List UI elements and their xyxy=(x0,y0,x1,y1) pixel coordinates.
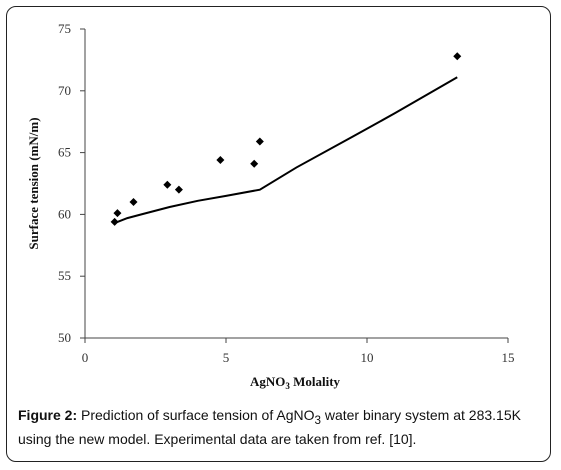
x-axis-title-suffix: Molality xyxy=(290,374,341,389)
x-tick-label: 5 xyxy=(223,350,230,365)
chart-axes xyxy=(80,28,509,343)
data-point xyxy=(216,156,225,165)
data-point xyxy=(174,185,183,194)
data-point xyxy=(110,217,119,226)
data-point xyxy=(255,137,264,146)
figure-caption: Figure 2: Prediction of surface tension … xyxy=(18,406,543,449)
model-line-layer xyxy=(114,76,458,224)
x-tick-label: 0 xyxy=(82,350,89,365)
y-tick-label: 75 xyxy=(58,21,71,36)
data-point xyxy=(129,198,138,207)
y-tick-label: 55 xyxy=(58,268,71,283)
x-axis-title-subscript: 3 xyxy=(285,381,290,391)
data-points-layer xyxy=(110,52,462,226)
figure-frame xyxy=(6,6,551,462)
x-tick-label: 15 xyxy=(502,350,515,365)
x-tick-label: 10 xyxy=(361,350,374,365)
figure-label: Figure 2: xyxy=(18,407,78,423)
caption-subscript: 3 xyxy=(314,413,321,427)
caption-text-2: water binary system at 283.15K using the… xyxy=(18,407,521,447)
data-point xyxy=(250,159,259,168)
y-tick-label: 50 xyxy=(58,330,71,345)
y-axis-title: Surface tension (mN/m) xyxy=(26,117,41,249)
chart: 50 55 60 65 70 75 0 5 10 15 Surface tension (mN/… xyxy=(26,21,515,391)
y-tick-label: 65 xyxy=(58,145,71,160)
y-tick-label: 70 xyxy=(58,83,71,98)
data-point xyxy=(453,52,462,61)
y-tick-label: 60 xyxy=(58,206,71,221)
data-point xyxy=(163,180,172,189)
model-prediction-line xyxy=(114,76,458,224)
caption-text-1: Prediction of surface tension of AgNO xyxy=(77,407,315,423)
x-tick-labels: 0 5 10 15 xyxy=(82,350,515,365)
y-tick-labels: 50 55 60 65 70 75 xyxy=(58,21,71,345)
x-axis-title: AgNO3 Molality xyxy=(250,374,341,391)
data-point xyxy=(113,209,122,218)
x-axis-title-main: AgNO xyxy=(250,374,285,389)
